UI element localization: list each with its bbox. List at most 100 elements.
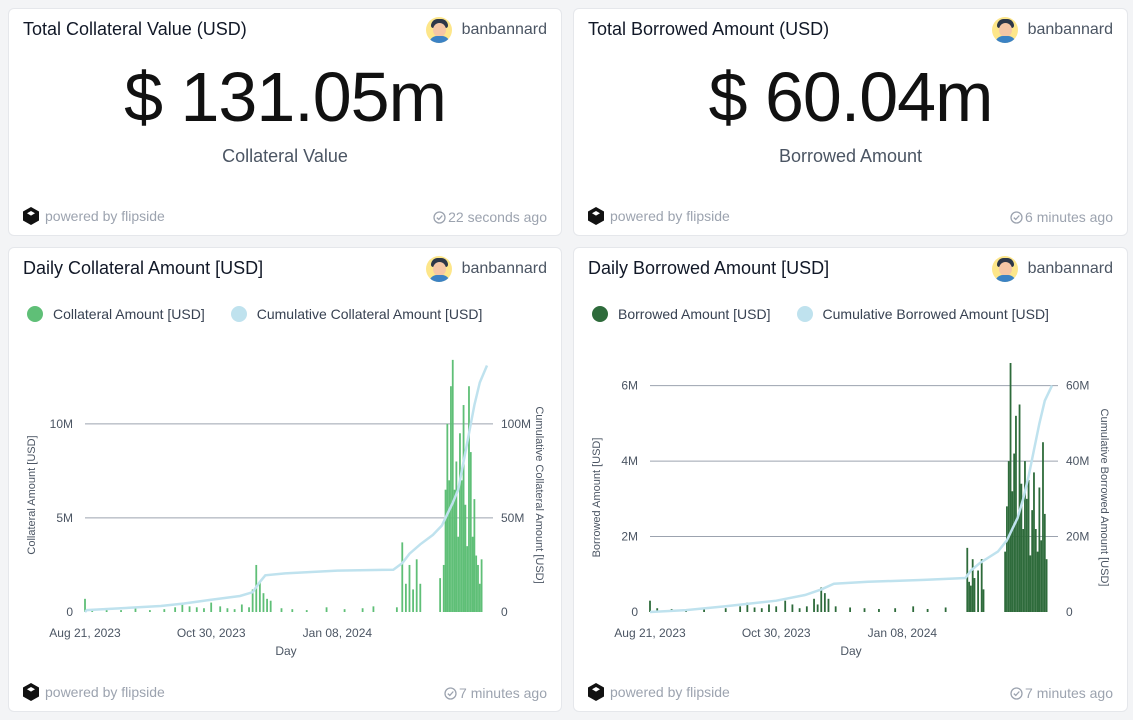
bar[interactable] <box>457 536 460 612</box>
powered-by-label[interactable]: powered by flipside <box>45 208 165 224</box>
author-name[interactable]: banbannard <box>461 21 547 38</box>
powered-by[interactable]: powered by flipside <box>23 207 165 225</box>
bar[interactable] <box>894 608 897 612</box>
bar[interactable] <box>834 606 837 612</box>
bar[interactable] <box>415 559 418 612</box>
bar[interactable] <box>305 610 308 612</box>
bar[interactable] <box>944 607 947 612</box>
author[interactable]: banbannard <box>425 17 547 43</box>
bar[interactable] <box>1025 498 1028 612</box>
legend-label[interactable]: Cumulative Collateral Amount [USD] <box>256 306 483 322</box>
bar[interactable] <box>408 564 411 612</box>
bar[interactable] <box>791 604 794 612</box>
bar[interactable] <box>203 608 205 612</box>
bar[interactable] <box>219 606 222 612</box>
author-name[interactable]: banbannard <box>461 260 547 277</box>
author-name[interactable]: banbannard <box>1027 21 1113 38</box>
powered-by[interactable]: powered by flipside <box>588 207 730 225</box>
bar[interactable] <box>450 386 452 612</box>
bar[interactable] <box>372 606 375 612</box>
bar[interactable] <box>1011 491 1014 612</box>
bar[interactable] <box>240 604 243 612</box>
powered-by[interactable]: powered by flipside <box>588 683 730 701</box>
bar[interactable] <box>446 423 449 612</box>
bar[interactable] <box>768 604 770 612</box>
bar[interactable] <box>120 610 122 612</box>
bar[interactable] <box>361 608 364 612</box>
bar[interactable] <box>1004 551 1007 612</box>
legend-label[interactable]: Collateral Amount [USD] <box>53 306 205 322</box>
avatar[interactable] <box>991 256 1018 282</box>
bar[interactable] <box>973 578 976 612</box>
bar[interactable] <box>1006 506 1008 612</box>
bar[interactable] <box>1045 559 1048 612</box>
bar[interactable] <box>649 600 651 612</box>
bar[interactable] <box>453 489 456 612</box>
powered-by-label[interactable]: powered by flipside <box>610 208 730 224</box>
bar[interactable] <box>174 607 177 612</box>
bar[interactable] <box>760 608 763 612</box>
avatar[interactable] <box>991 17 1018 43</box>
bar[interactable] <box>784 600 787 612</box>
bar[interactable] <box>210 602 213 612</box>
bar[interactable] <box>966 547 969 612</box>
bar[interactable] <box>262 593 265 612</box>
bar[interactable] <box>878 608 880 612</box>
bar[interactable] <box>480 559 483 612</box>
bar[interactable] <box>195 607 198 612</box>
bar[interactable] <box>798 608 801 612</box>
bar[interactable] <box>419 583 422 612</box>
legend-label[interactable]: Borrowed Amount [USD] <box>618 306 771 322</box>
bar[interactable] <box>444 489 447 612</box>
bar[interactable] <box>849 607 851 612</box>
bar[interactable] <box>1024 461 1026 612</box>
bar[interactable] <box>226 608 229 612</box>
bar[interactable] <box>148 610 151 612</box>
bar[interactable] <box>1031 510 1034 612</box>
bar[interactable] <box>969 585 972 612</box>
powered-by-label[interactable]: powered by flipside <box>45 684 165 700</box>
bar[interactable] <box>471 536 474 612</box>
bar[interactable] <box>233 609 236 612</box>
bar[interactable] <box>343 609 346 612</box>
bar[interactable] <box>1033 472 1035 612</box>
bar[interactable] <box>823 593 826 612</box>
bar[interactable] <box>462 405 465 612</box>
bar[interactable] <box>746 602 749 612</box>
bar[interactable] <box>448 480 451 612</box>
bar[interactable] <box>753 607 756 612</box>
bar[interactable] <box>460 480 463 612</box>
legend-item-cumulative-borrowed[interactable]: Cumulative Borrowed Amount [USD] <box>796 306 1049 322</box>
bar[interactable] <box>404 583 407 612</box>
bar[interactable] <box>1038 487 1041 613</box>
powered-by-label[interactable]: powered by flipside <box>610 684 730 700</box>
bar[interactable] <box>912 606 915 612</box>
bar[interactable] <box>269 600 272 612</box>
bar[interactable] <box>816 604 819 612</box>
bar[interactable] <box>473 499 476 612</box>
bar[interactable] <box>91 610 94 612</box>
bar[interactable] <box>188 606 191 612</box>
bar[interactable] <box>1013 453 1016 612</box>
cumulative-line[interactable] <box>84 365 489 613</box>
bar[interactable] <box>469 452 472 612</box>
bar[interactable] <box>827 598 830 612</box>
bar[interactable] <box>775 606 778 612</box>
bar[interactable] <box>280 608 283 612</box>
bar[interactable] <box>1036 551 1039 612</box>
powered-by[interactable]: powered by flipside <box>23 683 165 701</box>
cumulative-line[interactable] <box>649 385 1054 614</box>
bar[interactable] <box>412 589 414 612</box>
bar[interactable] <box>805 606 808 612</box>
legend-item-borrowed[interactable]: Borrowed Amount [USD] <box>592 306 771 322</box>
bar[interactable] <box>968 581 970 612</box>
bar[interactable] <box>739 606 742 612</box>
bar[interactable] <box>181 604 184 612</box>
bar[interactable] <box>863 608 866 612</box>
bar[interactable] <box>466 546 469 612</box>
bar[interactable] <box>1029 555 1032 612</box>
avatar[interactable] <box>425 256 452 282</box>
bar[interactable] <box>477 564 479 612</box>
bar[interactable] <box>451 359 454 612</box>
bar[interactable] <box>291 609 294 612</box>
